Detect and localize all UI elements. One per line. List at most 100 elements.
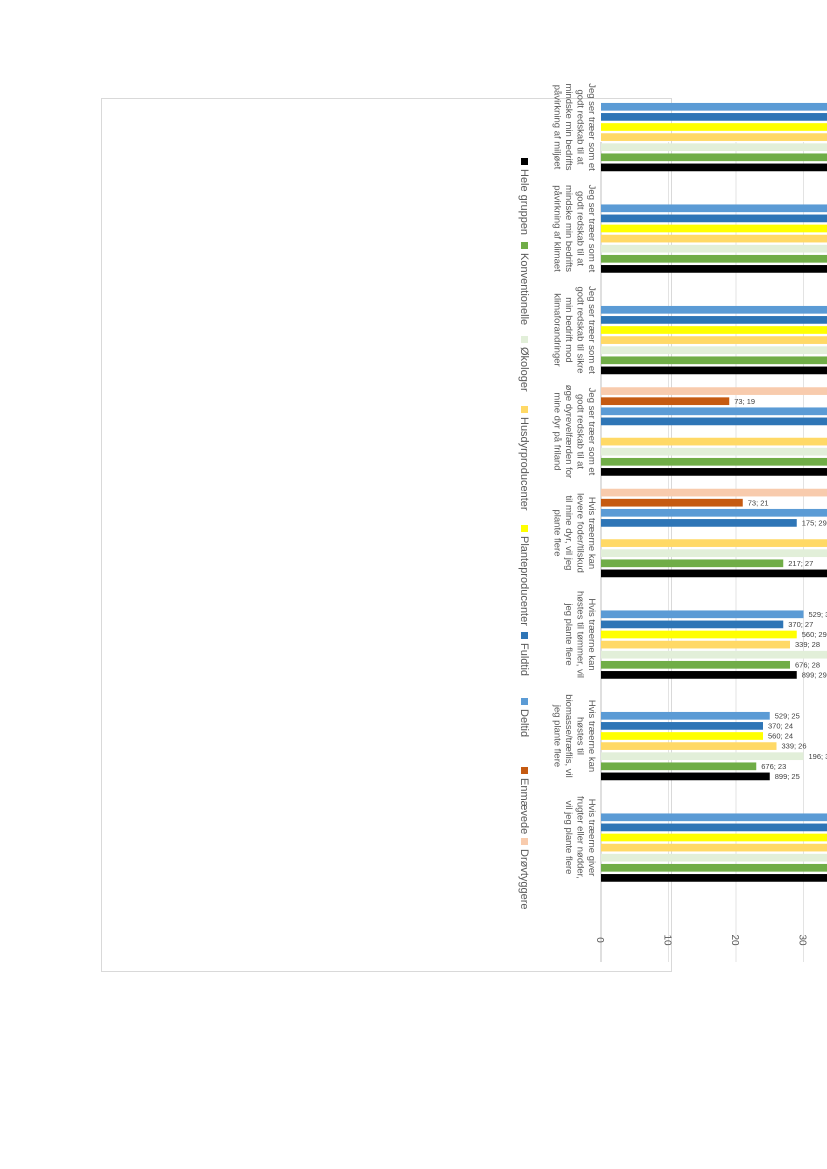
- data-label: 370; 27: [788, 620, 813, 629]
- bar: [601, 214, 827, 223]
- category-label: godt redskab til at: [575, 191, 586, 266]
- bar: [601, 863, 827, 872]
- legend-label: Enmævede: [518, 778, 530, 834]
- bar: [601, 498, 743, 507]
- legend-swatch: [521, 406, 528, 413]
- data-label: 217; 27: [788, 559, 813, 568]
- bar: [601, 549, 827, 558]
- tick-label: 20: [729, 934, 740, 946]
- legend-label: Husdyrproducenter: [518, 417, 530, 511]
- bar: [601, 559, 784, 568]
- data-label: 370; 24: [768, 722, 793, 731]
- legend-label: Konventionelle: [518, 253, 530, 325]
- bar: [601, 417, 827, 426]
- bar: [601, 671, 797, 679]
- category-label: godt redskab til sikre: [575, 286, 586, 373]
- bar: [601, 630, 797, 639]
- legend-label: Hele gruppen: [518, 169, 530, 235]
- category-label: høstes til tømmer, vil: [575, 591, 586, 678]
- chart-frame: [101, 98, 672, 972]
- category-label: mindske min bedrifts: [563, 185, 574, 272]
- category-label: Jeg ser træer som et: [586, 83, 597, 171]
- category-label: påvirkning af miljøet: [552, 85, 563, 170]
- bar: [601, 447, 827, 456]
- bar: [601, 143, 827, 152]
- bar: [601, 722, 763, 730]
- category-label: frugter eller nødder,: [575, 796, 586, 879]
- category-label: mine dyr på friland: [552, 392, 563, 470]
- bar: [601, 234, 827, 243]
- bar: [601, 244, 827, 253]
- bar: [601, 853, 827, 862]
- legend-label: Økologer: [518, 347, 530, 392]
- category-label: godt redskab til at: [575, 90, 586, 165]
- bar: [601, 742, 777, 750]
- bar: [601, 204, 827, 213]
- category-label: til mine dyr, vil jeg: [563, 496, 574, 571]
- data-label: 529; 25: [775, 711, 800, 720]
- bar: [601, 224, 827, 233]
- data-label: 560; 24: [768, 732, 793, 741]
- category-label: min bedrift mod: [563, 297, 574, 362]
- bar: [601, 874, 827, 882]
- bar: [601, 153, 827, 162]
- data-label: 529; 30: [809, 610, 827, 619]
- bar: [601, 254, 827, 263]
- legend-swatch: [521, 767, 528, 774]
- data-label: 73; 19: [734, 397, 755, 406]
- category-label: jeg plante flere: [552, 704, 563, 767]
- tick-label: 0: [594, 937, 605, 943]
- bar: [601, 488, 827, 497]
- bar: [601, 457, 827, 466]
- bar: [601, 732, 763, 740]
- legend-label: Deltid: [518, 709, 530, 737]
- category-label: høstes til: [575, 717, 586, 755]
- bar: [601, 620, 784, 629]
- category-label: mindske min bedrifts: [563, 83, 574, 170]
- bar: [601, 823, 827, 832]
- category-label: Hvis træerne kan: [586, 598, 597, 670]
- tick-label: 30: [797, 934, 808, 946]
- bar: [601, 772, 770, 781]
- bar: [601, 102, 827, 111]
- bar: [601, 468, 827, 476]
- bar: [601, 356, 827, 365]
- category-label: Hvis træerne kan: [586, 497, 597, 569]
- category-label: godt redskab til at: [575, 394, 586, 469]
- data-label: 73; 21: [748, 498, 769, 507]
- bar: [601, 752, 804, 761]
- data-label: 899; 29: [802, 671, 827, 680]
- tick-label: 10: [662, 934, 673, 946]
- legend-swatch: [521, 242, 528, 249]
- bar: [601, 843, 827, 852]
- bar: [601, 833, 827, 842]
- category-label: Jeg ser træer som et: [586, 388, 597, 476]
- category-label: øge dyrevelfærden for: [563, 385, 574, 478]
- bar: [601, 133, 827, 141]
- bar: [601, 519, 797, 527]
- category-label: Jeg ser træer som et: [586, 185, 597, 273]
- bar: [601, 640, 790, 649]
- bar: [601, 366, 827, 375]
- bar: [601, 569, 827, 578]
- bar: [601, 813, 827, 822]
- bar: [601, 397, 730, 406]
- category-label: jeg plante flere: [563, 602, 574, 665]
- category-label: biomasse/træflis, vil: [563, 694, 574, 777]
- data-label: 676; 28: [795, 660, 820, 669]
- bar: [601, 762, 757, 771]
- data-label: 339; 28: [795, 640, 820, 649]
- data-label: 196; 30: [809, 752, 827, 761]
- legend-swatch: [521, 838, 528, 845]
- category-label: Hvis træerne kan: [586, 700, 597, 772]
- legend-label: Drøvtyggere: [518, 849, 530, 910]
- data-label: 339; 26: [782, 742, 807, 751]
- legend-label: Fuldtid: [518, 643, 530, 676]
- bar: [601, 387, 827, 395]
- data-label: 676; 23: [761, 762, 786, 771]
- bar: [601, 437, 827, 446]
- bar: [601, 113, 827, 121]
- bar: [601, 316, 827, 324]
- legend-label: Planteproducenter: [518, 536, 530, 626]
